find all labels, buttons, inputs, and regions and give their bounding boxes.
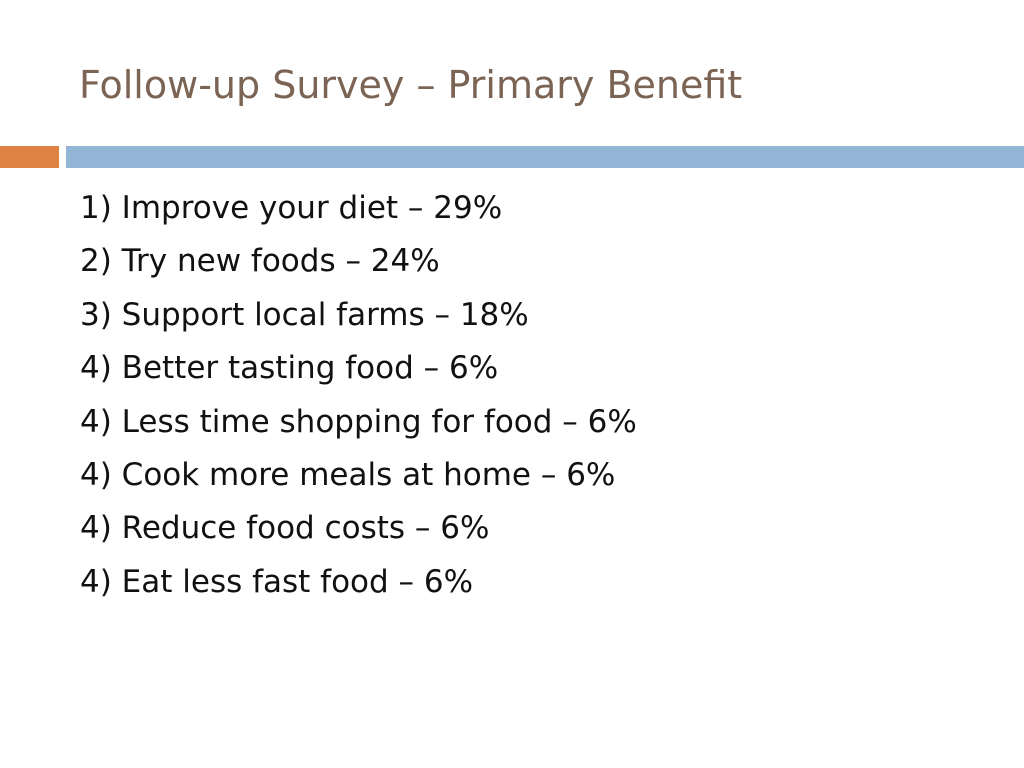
slide-title: Follow-up Survey – Primary Benefit (79, 63, 743, 107)
accent-bar-orange (0, 146, 59, 168)
list-item: 4) Cook more meals at home – 6% (80, 457, 616, 494)
list-item: 4) Reduce food costs – 6% (80, 510, 490, 547)
list-item: 4) Better tasting food – 6% (80, 350, 499, 387)
benefit-list: 1) Improve your diet – 29% 2) Try new fo… (80, 182, 637, 609)
list-item: 3) Support local farms – 18% (80, 296, 529, 333)
list-item: 2) Try new foods – 24% (80, 243, 440, 280)
list-item: 4) Eat less fast food – 6% (80, 563, 474, 600)
list-item: 4) Less time shopping for food – 6% (80, 403, 637, 440)
list-item: 1) Improve your diet – 29% (80, 190, 503, 226)
accent-bar-blue (66, 146, 1024, 168)
